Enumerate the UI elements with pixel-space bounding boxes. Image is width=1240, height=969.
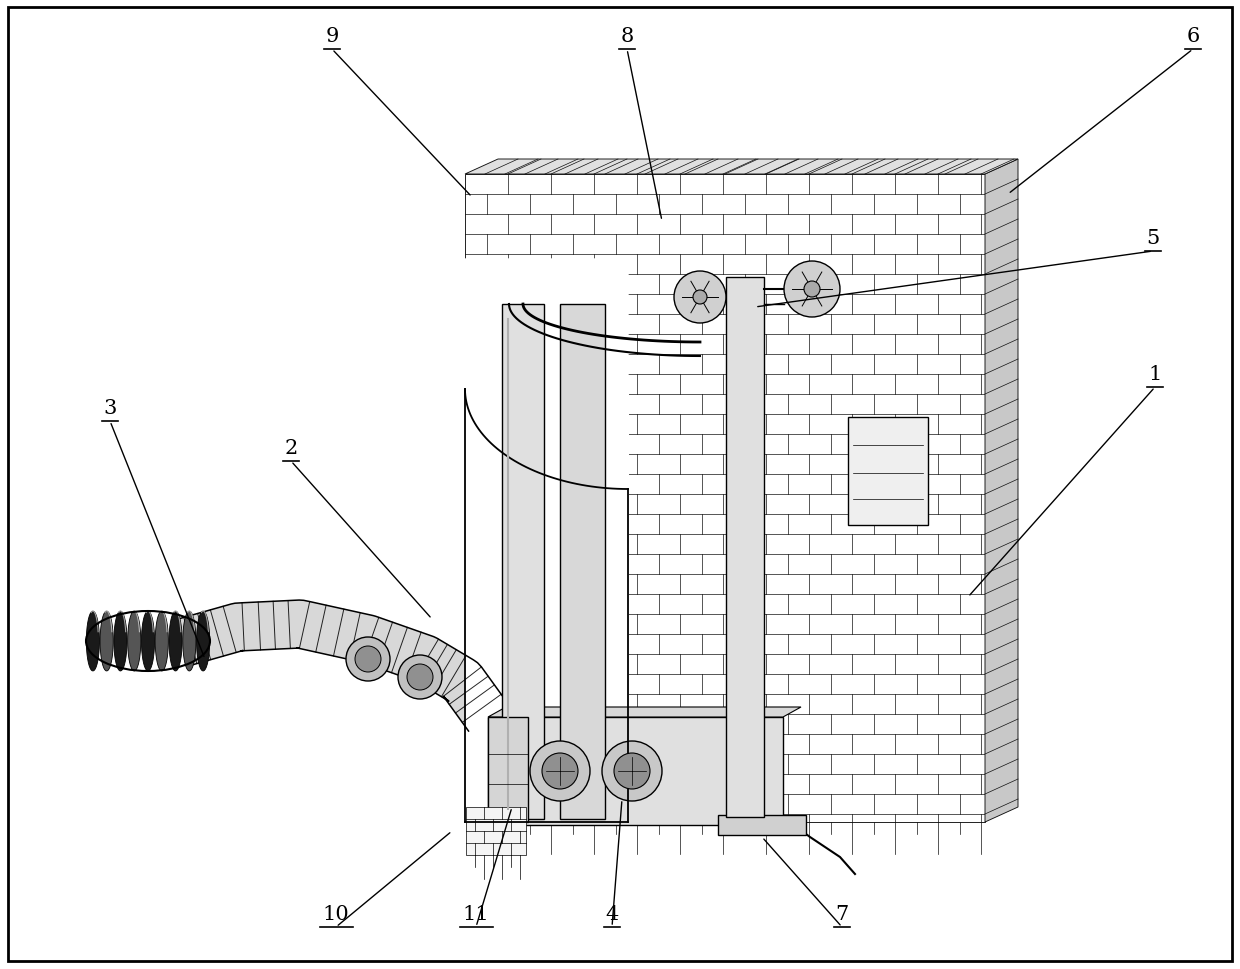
Text: 6: 6 — [1187, 27, 1199, 46]
Text: 2: 2 — [284, 439, 298, 457]
Circle shape — [675, 271, 725, 324]
Polygon shape — [169, 611, 182, 672]
Bar — [502, 304, 544, 819]
Polygon shape — [141, 611, 155, 672]
Text: 4: 4 — [605, 904, 619, 923]
Polygon shape — [87, 611, 99, 672]
Bar — [466, 807, 526, 855]
Polygon shape — [489, 707, 801, 717]
Circle shape — [601, 741, 662, 801]
Bar — [718, 815, 806, 835]
Text: 11: 11 — [463, 904, 490, 923]
Polygon shape — [465, 260, 627, 489]
Text: 10: 10 — [322, 904, 350, 923]
Circle shape — [355, 646, 381, 672]
Polygon shape — [155, 611, 169, 672]
Bar — [464, 385, 629, 825]
Circle shape — [542, 753, 578, 789]
Circle shape — [529, 741, 590, 801]
Bar — [544, 304, 560, 819]
Bar — [489, 717, 528, 822]
Circle shape — [693, 291, 707, 304]
Bar — [465, 174, 985, 822]
Polygon shape — [197, 611, 210, 672]
Polygon shape — [114, 611, 126, 672]
Polygon shape — [128, 611, 141, 672]
Bar — [489, 717, 782, 826]
Circle shape — [398, 655, 441, 700]
Text: 9: 9 — [325, 27, 339, 46]
Circle shape — [346, 638, 391, 681]
Polygon shape — [182, 611, 196, 672]
Circle shape — [407, 665, 433, 690]
Polygon shape — [985, 160, 1018, 822]
Text: 8: 8 — [620, 27, 634, 46]
Polygon shape — [179, 601, 507, 732]
Text: 3: 3 — [103, 398, 117, 418]
Circle shape — [784, 262, 839, 318]
Text: 5: 5 — [1146, 229, 1159, 248]
Bar — [725, 278, 764, 817]
Text: 1: 1 — [1148, 364, 1162, 384]
Polygon shape — [100, 611, 113, 672]
Polygon shape — [465, 160, 1018, 174]
Bar — [560, 304, 605, 819]
Circle shape — [804, 282, 820, 297]
Text: 7: 7 — [836, 904, 848, 923]
Circle shape — [614, 753, 650, 789]
Bar — [848, 418, 928, 525]
